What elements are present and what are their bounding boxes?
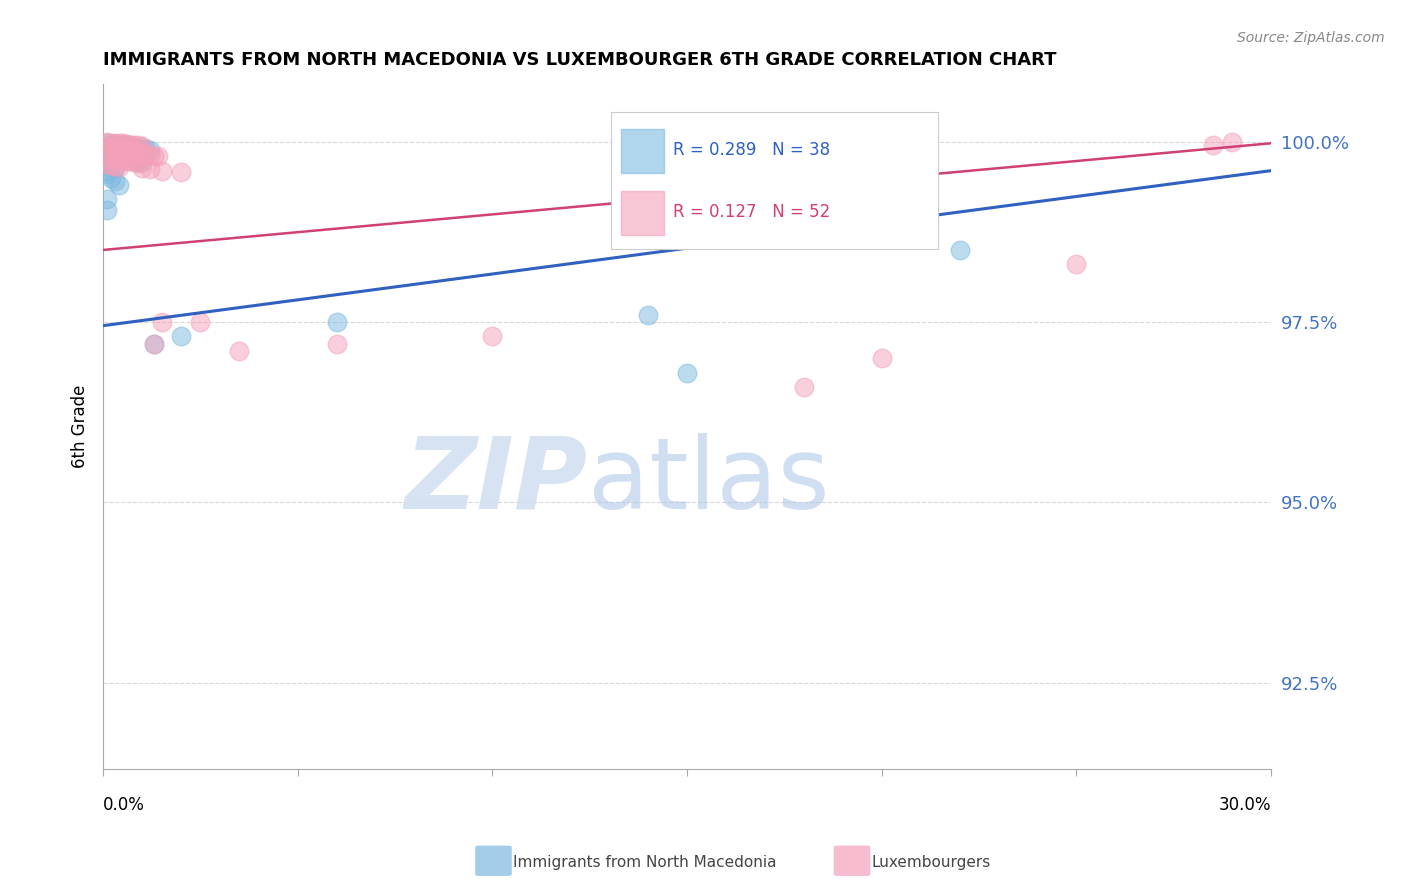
- Point: [120, 152, 142, 166]
- Point: [100, 137, 122, 152]
- Point: [124, 145, 146, 159]
- Point: [107, 178, 129, 192]
- Point: [139, 148, 162, 162]
- Point: [150, 163, 173, 178]
- Point: [127, 140, 149, 154]
- Point: [104, 136, 127, 151]
- Point: [150, 315, 173, 329]
- Point: [111, 136, 134, 151]
- Point: [100, 147, 122, 161]
- Point: [100, 136, 122, 150]
- Point: [949, 243, 972, 257]
- Text: ZIP: ZIP: [405, 433, 588, 530]
- Point: [96, 167, 118, 181]
- Point: [104, 161, 127, 175]
- Point: [127, 155, 149, 169]
- Point: [131, 139, 153, 153]
- Point: [676, 366, 699, 380]
- Text: Luxembourgers: Luxembourgers: [872, 855, 991, 870]
- Point: [120, 144, 142, 158]
- Point: [481, 329, 503, 343]
- Point: [142, 336, 165, 351]
- Point: [96, 163, 118, 178]
- Point: [124, 152, 146, 166]
- Text: 30.0%: 30.0%: [1219, 797, 1271, 814]
- Point: [135, 147, 157, 161]
- Point: [115, 151, 138, 165]
- Y-axis label: 6th Grade: 6th Grade: [72, 385, 89, 468]
- Point: [131, 146, 153, 161]
- Point: [111, 143, 134, 157]
- Point: [142, 148, 165, 162]
- Point: [96, 203, 118, 218]
- Point: [115, 139, 138, 153]
- Text: IMMIGRANTS FROM NORTH MACEDONIA VS LUXEMBOURGER 6TH GRADE CORRELATION CHART: IMMIGRANTS FROM NORTH MACEDONIA VS LUXEM…: [103, 51, 1057, 69]
- Point: [96, 145, 118, 160]
- Point: [139, 162, 162, 177]
- Point: [100, 170, 122, 185]
- Point: [142, 336, 165, 351]
- Point: [676, 163, 699, 178]
- Point: [1066, 257, 1088, 271]
- Point: [104, 152, 127, 166]
- Point: [115, 153, 138, 168]
- Point: [107, 152, 129, 166]
- Text: Immigrants from North Macedonia: Immigrants from North Macedonia: [513, 855, 776, 870]
- Point: [1220, 135, 1243, 149]
- Point: [107, 142, 129, 156]
- Point: [131, 161, 153, 176]
- Point: [124, 155, 146, 169]
- Point: [100, 140, 122, 154]
- Point: [115, 136, 138, 151]
- Point: [96, 193, 118, 207]
- Point: [120, 137, 142, 152]
- Point: [325, 315, 347, 329]
- Point: [111, 153, 134, 167]
- Point: [115, 144, 138, 158]
- Text: 0.0%: 0.0%: [103, 797, 145, 814]
- Point: [96, 135, 118, 149]
- Point: [104, 136, 127, 150]
- Point: [170, 165, 193, 179]
- Point: [127, 138, 149, 153]
- Point: [131, 155, 153, 169]
- Point: [124, 140, 146, 154]
- Text: Source: ZipAtlas.com: Source: ZipAtlas.com: [1237, 31, 1385, 45]
- Point: [111, 150, 134, 164]
- Text: atlas: atlas: [588, 433, 830, 530]
- Point: [325, 336, 347, 351]
- Point: [100, 159, 122, 173]
- Point: [96, 157, 118, 171]
- Point: [637, 308, 659, 322]
- Point: [139, 143, 162, 157]
- Point: [107, 160, 129, 174]
- Point: [135, 142, 157, 156]
- Point: [96, 158, 118, 172]
- Point: [104, 141, 127, 155]
- Point: [127, 153, 149, 168]
- Point: [146, 149, 169, 163]
- Point: [120, 154, 142, 169]
- Point: [190, 315, 212, 329]
- Point: [107, 136, 129, 151]
- Point: [111, 138, 134, 153]
- Point: [107, 149, 129, 163]
- Point: [793, 380, 815, 394]
- Point: [131, 141, 153, 155]
- Point: [96, 136, 118, 151]
- Point: [96, 140, 118, 154]
- Point: [104, 148, 127, 162]
- Point: [870, 351, 893, 365]
- Point: [228, 343, 250, 358]
- Point: [120, 138, 142, 153]
- Point: [124, 137, 146, 152]
- Point: [170, 329, 193, 343]
- Point: [107, 137, 129, 152]
- Point: [104, 174, 127, 188]
- Point: [127, 145, 149, 160]
- Point: [100, 151, 122, 165]
- Point: [1202, 138, 1225, 153]
- Point: [104, 159, 127, 173]
- Point: [100, 158, 122, 172]
